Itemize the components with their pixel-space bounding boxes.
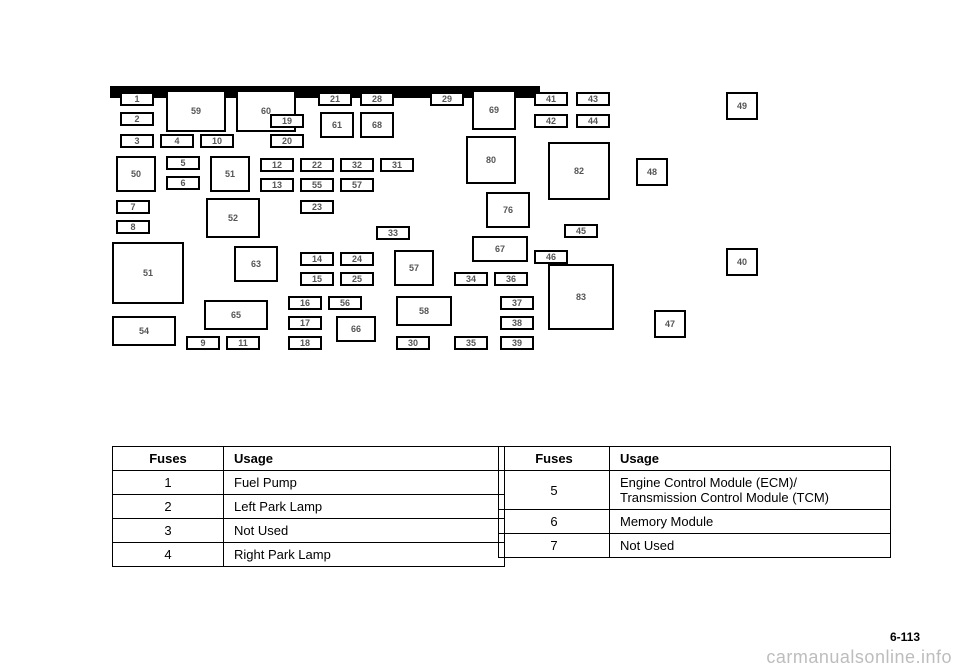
fuse-box-76: 76	[486, 192, 530, 228]
usage-cell: Memory Module	[610, 510, 891, 534]
fuse-box-65: 65	[204, 300, 268, 330]
fuse-box-17: 17	[288, 316, 322, 330]
table-row: 5Engine Control Module (ECM)/Transmissio…	[499, 471, 891, 510]
usage-cell: Fuel Pump	[224, 471, 505, 495]
fuse-box-10: 10	[200, 134, 234, 148]
fuse-box-11: 11	[226, 336, 260, 350]
fuse-cell: 5	[499, 471, 610, 510]
col-header-usage: Usage	[224, 447, 505, 471]
fuse-box-59: 59	[166, 90, 226, 132]
fuse-box-6: 6	[166, 176, 200, 190]
fuse-box-57b: 57	[394, 250, 434, 286]
fuse-box-30: 30	[396, 336, 430, 350]
fuse-box-38: 38	[500, 316, 534, 330]
fuse-box-58: 58	[396, 296, 452, 326]
fuse-box-49: 49	[726, 92, 758, 120]
fuse-box-80: 80	[466, 136, 516, 184]
fuse-cell: 1	[113, 471, 224, 495]
fuse-box-16: 16	[288, 296, 322, 310]
fuse-box-42: 42	[534, 114, 568, 128]
table-row: 7Not Used	[499, 534, 891, 558]
fuse-box-4: 4	[160, 134, 194, 148]
col-header-usage: Usage	[610, 447, 891, 471]
fuse-cell: 3	[113, 519, 224, 543]
fuse-box-69: 69	[472, 90, 516, 130]
fuse-box-83: 83	[548, 264, 614, 330]
usage-cell: Not Used	[610, 534, 891, 558]
fuse-box-40: 40	[726, 248, 758, 276]
fuse-cell: 2	[113, 495, 224, 519]
fuse-box-20: 20	[270, 134, 304, 148]
table-row: 4Right Park Lamp	[113, 543, 505, 567]
fuse-box-34: 34	[454, 272, 488, 286]
fuse-box-23: 23	[300, 200, 334, 214]
fuse-box-45: 45	[564, 224, 598, 238]
table-row: 3Not Used	[113, 519, 505, 543]
fuse-box-68: 68	[360, 112, 394, 138]
page-number: 6-113	[890, 630, 920, 644]
fuse-box-55: 55	[300, 178, 334, 192]
fuse-box-61: 61	[320, 112, 354, 138]
fuse-box-1: 1	[120, 92, 154, 106]
table-row: 2Left Park Lamp	[113, 495, 505, 519]
usage-cell: Not Used	[224, 519, 505, 543]
fuse-cell: 7	[499, 534, 610, 558]
col-header-fuses: Fuses	[499, 447, 610, 471]
fuse-box-15: 15	[300, 272, 334, 286]
fuse-box-18: 18	[288, 336, 322, 350]
fuse-box-7: 7	[116, 200, 150, 214]
fuse-box-37: 37	[500, 296, 534, 310]
fuse-box-46: 46	[534, 250, 568, 264]
fuse-table-right: Fuses Usage 5Engine Control Module (ECM)…	[498, 446, 891, 558]
usage-cell: Right Park Lamp	[224, 543, 505, 567]
fuse-box-35: 35	[454, 336, 488, 350]
fuse-box-31: 31	[380, 158, 414, 172]
fuse-box-9: 9	[186, 336, 220, 350]
fuse-box-25: 25	[340, 272, 374, 286]
fuse-box-56: 56	[328, 296, 362, 310]
fuse-box-14: 14	[300, 252, 334, 266]
usage-cell: Engine Control Module (ECM)/Transmission…	[610, 471, 891, 510]
fuse-box-12: 12	[260, 158, 294, 172]
fuse-box-52: 52	[206, 198, 260, 238]
fuse-box-32: 32	[340, 158, 374, 172]
fuse-table-left: Fuses Usage 1Fuel Pump2Left Park Lamp3No…	[112, 446, 505, 567]
fuse-box-33: 33	[376, 226, 410, 240]
fuse-box-24: 24	[340, 252, 374, 266]
fuse-box-67: 67	[472, 236, 528, 262]
fuse-box-51: 51	[210, 156, 250, 192]
fuse-box-13: 13	[260, 178, 294, 192]
table-row: 1Fuel Pump	[113, 471, 505, 495]
fuse-box-44: 44	[576, 114, 610, 128]
fuse-box-63: 63	[234, 246, 278, 282]
fuse-box-22: 22	[300, 158, 334, 172]
fuse-box-19: 19	[270, 114, 304, 128]
col-header-fuses: Fuses	[113, 447, 224, 471]
table-row: 6Memory Module	[499, 510, 891, 534]
fuse-box-82: 82	[548, 142, 610, 200]
fuse-box-47: 47	[654, 310, 686, 338]
fuse-box-2: 2	[120, 112, 154, 126]
fuse-box-29: 29	[430, 92, 464, 106]
fuse-box-51b: 51	[112, 242, 184, 304]
fuse-box-54: 54	[112, 316, 176, 346]
fuse-box-39: 39	[500, 336, 534, 350]
fuse-box-8: 8	[116, 220, 150, 234]
fuse-box-41: 41	[534, 92, 568, 106]
fuse-box-36: 36	[494, 272, 528, 286]
fuse-cell: 6	[499, 510, 610, 534]
page-root: 1234596010192021282961685056511222323113…	[0, 0, 960, 672]
usage-cell: Left Park Lamp	[224, 495, 505, 519]
fuse-box-48: 48	[636, 158, 668, 186]
fuse-box-50: 50	[116, 156, 156, 192]
watermark: carmanualsonline.info	[766, 647, 952, 668]
fuse-box-21: 21	[318, 92, 352, 106]
fuse-box-3: 3	[120, 134, 154, 148]
fuse-box-28: 28	[360, 92, 394, 106]
fuse-box-66: 66	[336, 316, 376, 342]
fuse-box-5: 5	[166, 156, 200, 170]
fuse-box-43: 43	[576, 92, 610, 106]
fuse-box-57a: 57	[340, 178, 374, 192]
fuse-cell: 4	[113, 543, 224, 567]
